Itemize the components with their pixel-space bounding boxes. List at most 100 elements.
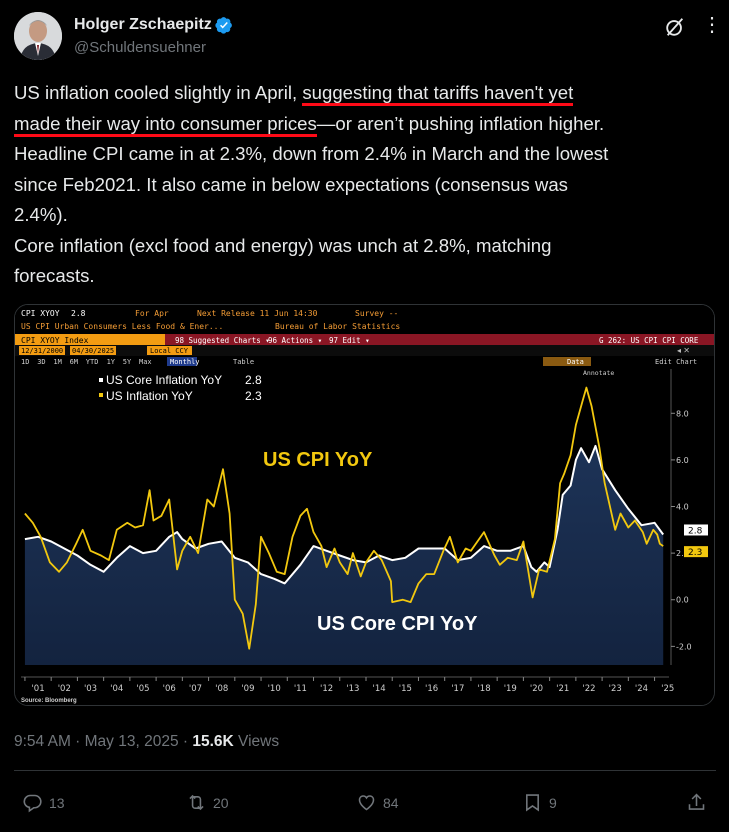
legend-swatch-headline (99, 393, 103, 397)
tweet-text: US inflation cooled slightly in April, s… (14, 78, 719, 292)
y-axis: 8.0 6.0 4.0 2.0 0.0 -2.0 (671, 409, 692, 651)
avatar-image (14, 12, 62, 60)
currency: Local CCY (150, 347, 189, 355)
last-value-tag-0 (684, 524, 708, 536)
x-tick-label-20: '21 (556, 684, 569, 694)
legend: US Core Inflation YoY 2.8 US Inflation Y… (95, 371, 273, 409)
period-button-6[interactable]: 5Y (123, 358, 132, 366)
x-tick-label-19: '20 (530, 684, 543, 694)
period-button-1[interactable]: 3D (37, 358, 45, 366)
tweet-text-line1-start: US inflation cooled slightly in April, (14, 82, 303, 103)
underlined-highlight: suggesting that tariffs haven't yet (302, 82, 574, 106)
bookmark-count: 9 (549, 794, 557, 811)
period-button-2[interactable]: 1M (53, 358, 61, 366)
share-icon (688, 793, 705, 810)
x-tick-label-11: '12 (320, 684, 333, 694)
share-button[interactable] (686, 792, 713, 813)
period-button-0[interactable]: 1D (21, 358, 29, 366)
legend-headline-value: 2.3 (245, 389, 262, 403)
y-tick-label-3: 2.0 (676, 549, 689, 558)
repost-icon (189, 794, 204, 811)
x-axis: '01 '02 '03 '04 '05 '06 '07 '08 '09 '10 '11 '12 '13 '… (21, 676, 674, 694)
tweet-text-line: Core inflation (excl food and energy) wa… (14, 234, 552, 256)
legend-headline-name: US Inflation YoY (106, 389, 193, 403)
chart-g-code: G 262: US CPI CPI CORE (599, 336, 699, 345)
suggested-charts-menu[interactable]: 98 Suggested Charts ▾ (175, 336, 270, 345)
chart-subtitle: US CPI Urban Consumers Less Food & Ener.… (21, 322, 223, 331)
core-area (24, 445, 664, 665)
last-value-tag-1 (684, 546, 708, 558)
period-button-7[interactable]: Max (139, 358, 152, 366)
repost-button[interactable]: 20 (186, 792, 229, 813)
data-button[interactable] (543, 357, 591, 366)
heart-icon (358, 795, 375, 811)
views-count: 15.6K (192, 733, 234, 750)
next-release: Next Release 11 Jun 14:30 (197, 309, 318, 318)
bloomberg-chart: CPI XYOY 2.8 For Apr Next Release 11 Jun… (15, 305, 714, 705)
period-button-4[interactable]: YTD (86, 358, 99, 366)
x-tick-label-8: '09 (241, 684, 254, 694)
ticker-value: 2.8 (71, 309, 86, 318)
x-tick-label-2: '03 (84, 684, 97, 694)
chart-title: US CPI YoY (263, 449, 373, 471)
actions-menu[interactable]: 96 Actions ▾ (268, 336, 322, 345)
window-controls-icon[interactable]: ◂ ✕ (677, 346, 690, 355)
action-bar: 13 20 84 9 (14, 792, 716, 818)
frequency-select[interactable] (167, 357, 197, 366)
period-button-3[interactable]: 6M (70, 358, 78, 366)
reply-icon (23, 794, 42, 813)
views-label: Views (233, 733, 280, 750)
last-value-label-1: 2.3 (688, 548, 702, 558)
edit-menu[interactable]: 97 Edit ▾ (329, 336, 370, 345)
table-button[interactable]: Table (233, 358, 254, 366)
bookmark-button[interactable]: 9 (522, 792, 557, 813)
x-tick-label-12: '13 (346, 684, 359, 694)
y-tick-label-2: 4.0 (676, 503, 689, 512)
x-tick-label-23: '24 (635, 684, 648, 694)
period-button-5[interactable]: 1Y (107, 358, 116, 366)
author-name[interactable]: Holger Zschaepitz (74, 16, 212, 33)
grok-icon[interactable] (664, 16, 686, 38)
last-value-label-0: 2.8 (688, 526, 703, 536)
date-to-field[interactable] (70, 346, 116, 355)
tweet-text-line: Headline CPI came in at 2.3%, down from … (14, 143, 609, 164)
for-period: For Apr (135, 309, 169, 318)
tweet-text-line: forecasts. (14, 265, 95, 286)
date-from-field[interactable] (19, 346, 65, 355)
annotate-button[interactable]: Annotate (583, 369, 614, 377)
x-tick-label-14: '15 (399, 684, 412, 694)
avatar[interactable] (14, 12, 62, 60)
tweet-text-line: 2.4%). (14, 204, 68, 225)
index-label: CPI XYOY Index (21, 336, 89, 345)
chart-image[interactable]: CPI XYOY 2.8 For Apr Next Release 11 Jun… (14, 304, 715, 706)
index-tab[interactable] (15, 334, 165, 345)
plot-area (24, 386, 665, 665)
legend-swatch-core (99, 378, 103, 382)
x-tick-label-6: '07 (189, 684, 202, 694)
x-tick-label-9: '10 (268, 684, 281, 694)
repost-count: 20 (213, 794, 229, 811)
more-options-icon[interactable]: ⋮ (702, 14, 723, 36)
source-agency: Bureau of Labor Statistics (275, 322, 400, 331)
data-button-label: Data (567, 358, 584, 366)
headline-cpi-line (24, 386, 664, 650)
tweet-text-line: since Feb2021. It also came in below exp… (14, 173, 568, 195)
y-tick-label-1: 6.0 (676, 456, 689, 465)
currency-field[interactable] (147, 346, 192, 355)
y-tick-label-0: 8.0 (676, 409, 689, 418)
tweet-text-line2-end: —or aren’t pushing inflation higher. (316, 112, 605, 134)
timestamp[interactable]: 9:54 AM · May 13, 2025 · (14, 733, 193, 750)
tweet-meta: 9:54 AM · May 13, 2025 · 15.6K Views (14, 733, 279, 751)
author-handle[interactable]: @Schuldensuehner (74, 39, 206, 56)
like-button[interactable]: 84 (356, 792, 399, 813)
date-to: 04/30/2025 (72, 347, 114, 355)
core-annotation: US Core CPI YoY (317, 613, 478, 635)
legend-core-value: 2.8 (245, 373, 262, 387)
edit-chart-button[interactable]: Edit Chart (655, 358, 697, 366)
reply-button[interactable]: 13 (22, 792, 65, 813)
x-tick-label-22: '23 (609, 684, 622, 694)
date-from: 12/31/2000 (21, 347, 63, 355)
x-tick-label-17: '18 (477, 684, 490, 694)
tweet-header: Holger Zschaepitz @Schuldensuehner ⋮ (14, 12, 722, 62)
x-tick-label-4: '05 (136, 684, 149, 694)
